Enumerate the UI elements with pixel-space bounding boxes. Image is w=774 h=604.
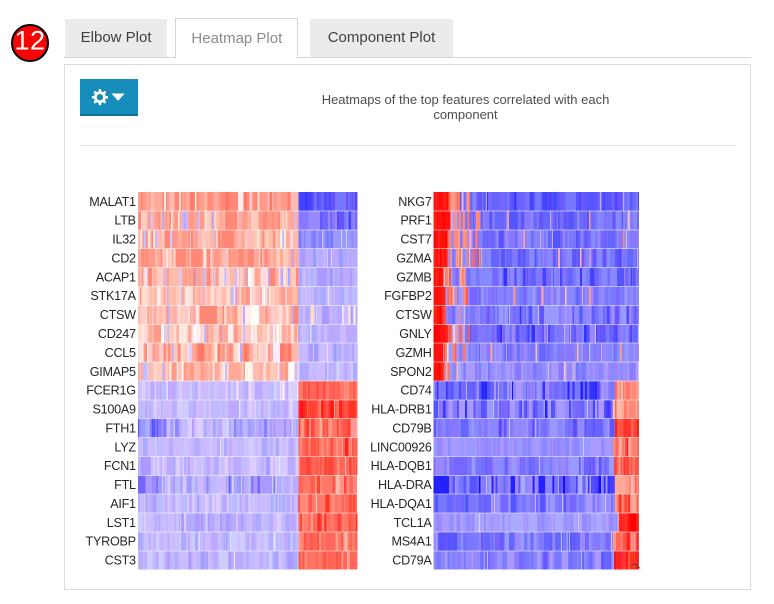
svg-text:CTSW: CTSW	[100, 308, 136, 322]
svg-text:GNLY: GNLY	[399, 327, 432, 341]
svg-text:CTSW: CTSW	[396, 308, 432, 322]
svg-text:CD2: CD2	[111, 252, 136, 266]
svg-text:HLA-DQA1: HLA-DQA1	[371, 497, 432, 511]
svg-text:GZMA: GZMA	[396, 252, 432, 266]
svg-text:TCL1A: TCL1A	[394, 516, 433, 530]
svg-text:LYZ: LYZ	[114, 440, 136, 454]
svg-text:LTB: LTB	[114, 214, 135, 228]
svg-text:LST1: LST1	[107, 516, 136, 530]
svg-text:FGFBP2: FGFBP2	[384, 289, 432, 303]
svg-text:GZMB: GZMB	[396, 270, 431, 284]
svg-text:FCER1G: FCER1G	[86, 384, 136, 398]
svg-text:NKG7: NKG7	[398, 195, 432, 209]
svg-text:CD79B: CD79B	[392, 421, 431, 435]
svg-text:CCL5: CCL5	[105, 346, 136, 360]
svg-text:CD247: CD247	[98, 327, 136, 341]
svg-text:MS4A1: MS4A1	[392, 535, 432, 549]
svg-text:FTL: FTL	[114, 478, 136, 492]
svg-text:LINC00926: LINC00926	[370, 440, 432, 454]
svg-text:AIF1: AIF1	[110, 497, 136, 511]
svg-text:CD74: CD74	[400, 384, 431, 398]
svg-text:HLA-DRB1: HLA-DRB1	[371, 403, 432, 417]
svg-text:HLA-DRA: HLA-DRA	[378, 478, 432, 492]
svg-text:FTH1: FTH1	[105, 421, 136, 435]
svg-text:IL32: IL32	[112, 233, 136, 247]
svg-text:CST3: CST3	[105, 554, 136, 568]
svg-text:ACAP1: ACAP1	[96, 270, 136, 284]
svg-text:MALAT1: MALAT1	[89, 195, 136, 209]
svg-text:FCN1: FCN1	[104, 459, 136, 473]
svg-text:CST7: CST7	[400, 233, 431, 247]
svg-text:STK17A: STK17A	[90, 289, 136, 303]
svg-text:S100A9: S100A9	[92, 403, 136, 417]
svg-text:GZMH: GZMH	[396, 346, 432, 360]
svg-text:CD79A: CD79A	[392, 554, 432, 568]
svg-text:SPON2: SPON2	[390, 365, 432, 379]
svg-text:HLA-DQB1: HLA-DQB1	[371, 459, 432, 473]
svg-text:GIMAP5: GIMAP5	[90, 365, 136, 379]
svg-text:PRF1: PRF1	[400, 214, 431, 228]
svg-text:TYROBP: TYROBP	[86, 535, 136, 549]
